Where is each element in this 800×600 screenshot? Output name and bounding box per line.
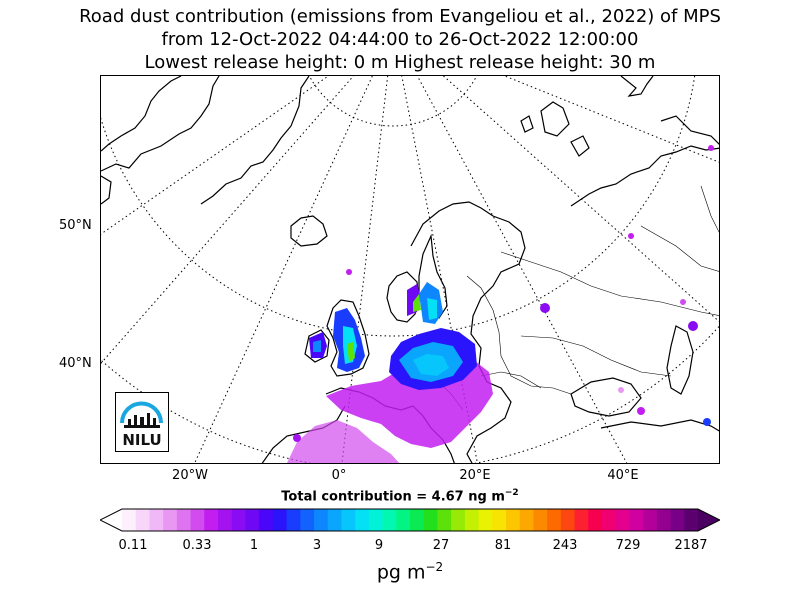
colorbar-cell xyxy=(602,509,617,531)
map-canvas xyxy=(101,76,719,463)
total-contribution-exponent: −2 xyxy=(504,488,519,498)
colorbar-cell xyxy=(643,509,658,531)
colorbar-cell xyxy=(355,509,370,531)
colorbar-cell xyxy=(163,509,178,531)
colorbar-cell xyxy=(478,509,493,531)
colorbar-units-exponent: −2 xyxy=(425,560,444,574)
lat-label-50n: 50°N xyxy=(59,218,92,233)
colorbar-cell xyxy=(286,509,301,531)
colorbar-cell xyxy=(176,509,192,531)
colorbar-cell xyxy=(656,509,672,531)
colorbar-cell xyxy=(190,509,205,531)
colorbar-cell xyxy=(547,509,562,531)
colorbar-cell xyxy=(204,509,219,531)
colorbar-cell xyxy=(231,509,246,531)
total-contribution-text: Total contribution = 4.67 ng m xyxy=(281,489,505,505)
colorbar-tick-6: 81 xyxy=(494,538,512,553)
colorbar-tick-8: 729 xyxy=(615,538,641,553)
colorbar-cell xyxy=(670,509,685,531)
colorbar-cell xyxy=(410,509,425,531)
colorbar-units-text: pg m xyxy=(376,561,426,584)
colorbar-cell xyxy=(396,509,411,531)
britain-coast xyxy=(326,299,370,377)
contribution-field xyxy=(286,145,714,463)
colorbar-cell xyxy=(684,509,699,531)
colorbar-cell xyxy=(574,509,589,531)
colorbar-cell xyxy=(533,509,548,531)
colorbar-cell xyxy=(122,509,137,531)
colorbar-cell xyxy=(506,509,521,531)
colorbar-cell xyxy=(149,509,164,531)
map-title-line1: Road dust contribution (emissions from E… xyxy=(79,6,721,27)
colorbar-cell xyxy=(423,509,438,531)
colorbar-cell xyxy=(615,509,630,531)
colorbar-tick-5: 27 xyxy=(432,538,450,553)
lon-label-20w: 20°W xyxy=(172,468,208,483)
lon-label-40e: 40°E xyxy=(607,468,639,483)
colorbar-cell xyxy=(245,509,260,531)
iceland-coast xyxy=(290,215,328,247)
nilu-logo: NILU xyxy=(115,392,169,452)
colorbar-cell xyxy=(341,509,356,531)
colorbar-cell xyxy=(560,509,576,531)
colorbar-cell xyxy=(314,509,329,531)
greenland-coast xyxy=(101,76,310,205)
colorbar-cell xyxy=(588,509,603,531)
colorbar-cell xyxy=(368,509,384,531)
lon-label-20e: 20°E xyxy=(459,468,491,483)
colorbar-cell xyxy=(135,509,150,531)
colorbar-units: pg m−2 xyxy=(0,560,800,583)
colorbar-extend-low xyxy=(100,509,122,531)
colorbar-cells xyxy=(100,509,720,531)
colorbar-cell xyxy=(451,509,466,531)
colorbar-cell xyxy=(437,509,452,531)
colorbar-cell xyxy=(382,509,397,531)
colorbar-outline xyxy=(100,508,720,532)
colorbar-cell xyxy=(629,509,644,531)
colorbar-extend-high xyxy=(698,509,720,531)
arctic-coast xyxy=(570,145,719,207)
colorbar-cell xyxy=(272,509,288,531)
lon-label-0: 0° xyxy=(331,468,347,483)
colorbar-cell xyxy=(464,509,480,531)
map-title-line2: from 12-Oct-2022 04:44:00 to 26-Oct-2022… xyxy=(161,29,639,50)
map-title-line3: Lowest release height: 0 m Highest relea… xyxy=(144,52,656,73)
total-contribution: Total contribution = 4.67 ng m−2 xyxy=(0,488,800,504)
colorbar-cell xyxy=(519,509,534,531)
colorbar-cell xyxy=(492,509,507,531)
colorbar-tick-7: 243 xyxy=(552,538,578,553)
colorbar-tick-9: 2187 xyxy=(674,538,708,553)
colorbar-tick-4: 9 xyxy=(374,538,384,553)
colorbar-tick-2: 1 xyxy=(249,538,259,553)
colorbar xyxy=(100,508,720,532)
lat-label-40n: 40°N xyxy=(59,356,92,371)
europe-coast xyxy=(410,201,526,463)
colorbar-tick-1: 0.33 xyxy=(182,538,212,553)
colorbar-cell xyxy=(259,509,274,531)
nilu-logo-icon xyxy=(120,401,163,428)
nilu-logo-text: NILU xyxy=(122,431,162,449)
colorbar-tick-0: 0.11 xyxy=(118,538,148,553)
colorbar-cell xyxy=(327,509,342,531)
colorbar-cell xyxy=(300,509,315,531)
colorbar-tick-3: 3 xyxy=(312,538,322,553)
map-panel xyxy=(100,75,720,464)
colorbar-cell xyxy=(218,509,233,531)
